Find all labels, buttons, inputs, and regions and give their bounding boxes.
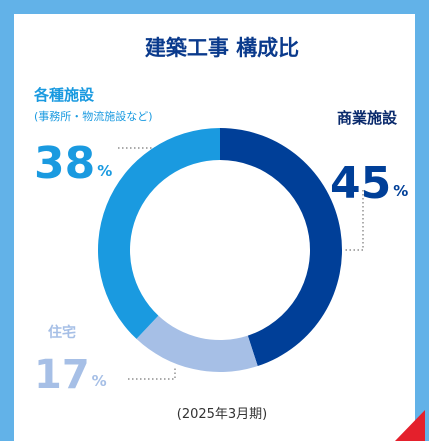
- category-label: 住宅: [48, 324, 76, 341]
- corner-accent: [395, 410, 425, 441]
- value-label: 38: [34, 138, 95, 189]
- donut-segment: [136, 315, 258, 372]
- category-label: 各種施設: [33, 86, 95, 104]
- annotation: (事務所・物流施設など): [34, 109, 153, 123]
- donut-segment: [220, 128, 342, 367]
- leader-line: [345, 190, 364, 251]
- caption: (2025年3月期): [177, 407, 268, 422]
- category-label: 商業施設: [337, 109, 398, 127]
- unit-label: %: [92, 372, 107, 390]
- chart-title: 建築工事 構成比: [145, 36, 299, 60]
- donut-segment: [97, 127, 220, 339]
- value-label: 45: [330, 158, 391, 209]
- value-label: 17: [34, 352, 90, 398]
- unit-label: %: [393, 182, 408, 200]
- unit-label: %: [97, 162, 112, 180]
